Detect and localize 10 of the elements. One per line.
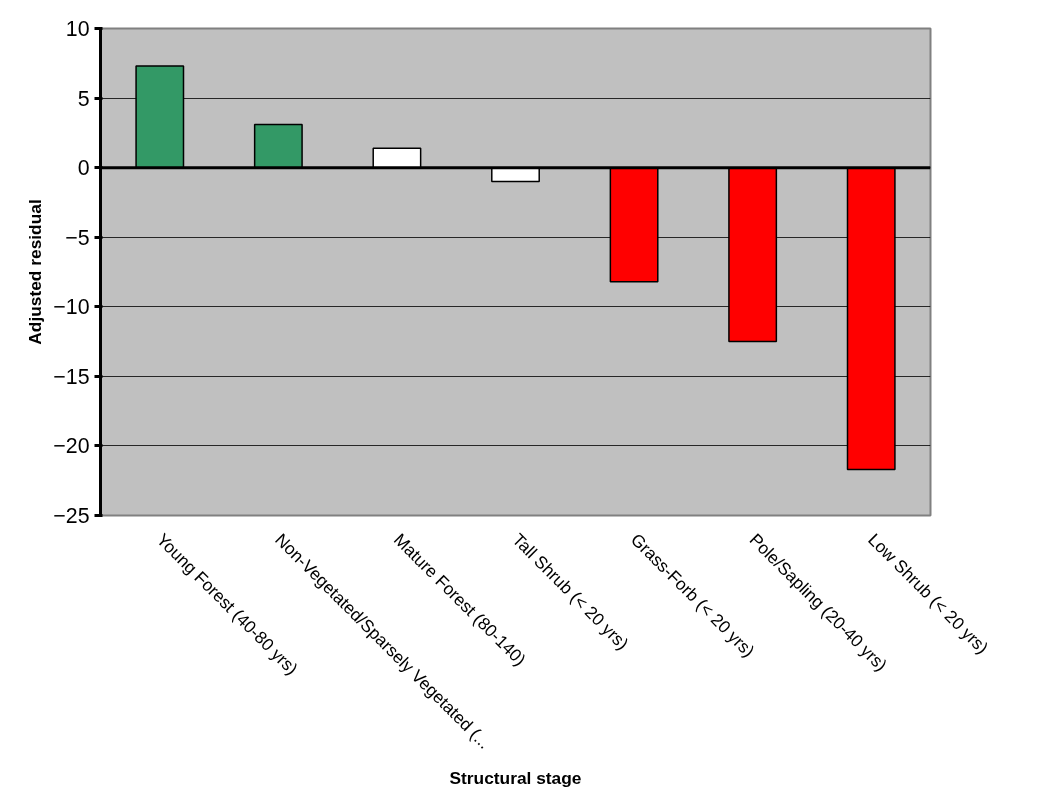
- y-tick-label: −15: [53, 364, 90, 389]
- y-tick-label: −25: [53, 504, 90, 528]
- y-axis-title: Adjusted residual: [25, 199, 46, 345]
- y-tick-label: −10: [53, 295, 90, 320]
- y-tick-label: −20: [53, 434, 90, 459]
- x-axis-title: Structural stage: [449, 767, 582, 788]
- y-tick-label: −5: [65, 225, 90, 250]
- y-tick-label: 0: [77, 156, 90, 181]
- y-tick-label: 5: [77, 86, 90, 111]
- y-tick-label: 10: [65, 17, 90, 41]
